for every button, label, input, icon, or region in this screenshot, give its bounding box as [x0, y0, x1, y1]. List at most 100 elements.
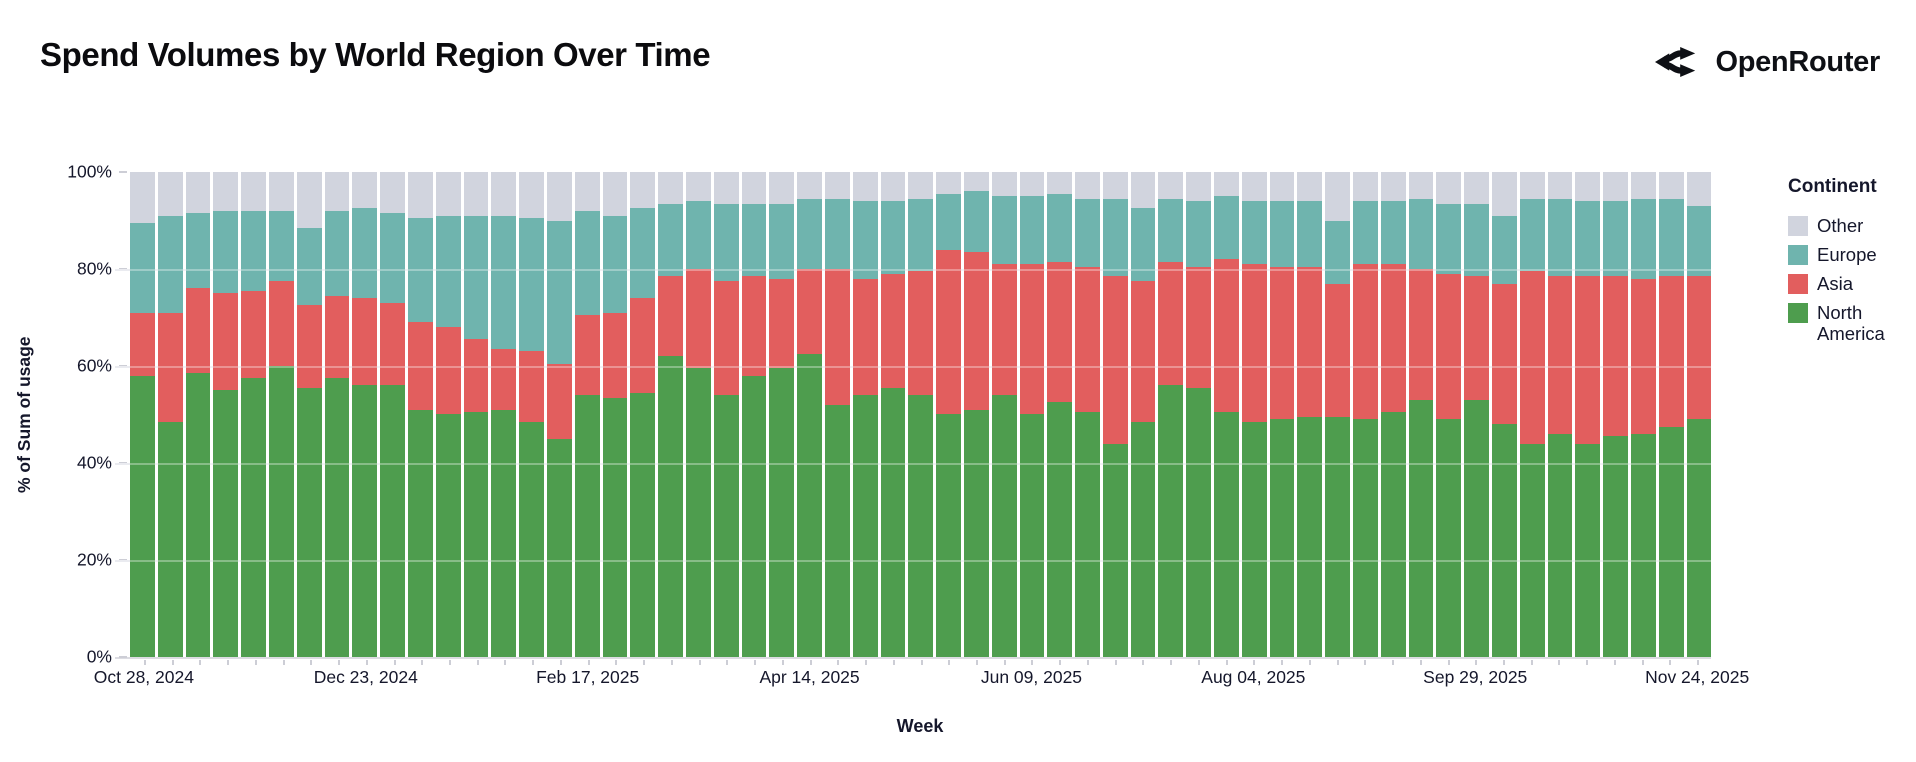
- bar-segment-north-america[interactable]: [1631, 433, 1656, 657]
- bar-segment-north-america[interactable]: [463, 412, 489, 657]
- bar-segment-europe[interactable]: [157, 215, 183, 313]
- bar-segment-europe[interactable]: [296, 227, 322, 306]
- bar-segment-other[interactable]: [1186, 172, 1212, 202]
- bar-segment-europe[interactable]: [1102, 198, 1128, 277]
- bar-segment-europe[interactable]: [880, 201, 906, 274]
- bar-segment-europe[interactable]: [1325, 220, 1351, 284]
- bar-segment-europe[interactable]: [1047, 193, 1073, 262]
- bar-segment-other[interactable]: [1380, 172, 1406, 202]
- bar-week[interactable]: [1380, 172, 1406, 657]
- bar-week[interactable]: [1408, 172, 1434, 657]
- bar-segment-north-america[interactable]: [574, 395, 600, 657]
- bar-segment-asia[interactable]: [213, 293, 239, 391]
- bar-segment-europe[interactable]: [352, 208, 378, 299]
- bar-segment-asia[interactable]: [1547, 276, 1573, 434]
- bar-segment-other[interactable]: [1408, 172, 1434, 199]
- bar-segment-asia[interactable]: [1408, 268, 1434, 400]
- bar-segment-other[interactable]: [1547, 172, 1573, 199]
- bar-segment-asia[interactable]: [658, 276, 683, 357]
- legend-item-north-america[interactable]: North America: [1788, 302, 1916, 344]
- bar-segment-europe[interactable]: [185, 213, 211, 289]
- bar-segment-other[interactable]: [324, 172, 350, 211]
- bar-segment-other[interactable]: [852, 172, 878, 202]
- bar-segment-asia[interactable]: [1102, 276, 1128, 444]
- bar-segment-asia[interactable]: [1380, 264, 1406, 413]
- bar-week[interactable]: [1464, 172, 1490, 657]
- bar-segment-north-america[interactable]: [880, 387, 906, 657]
- bar-segment-asia[interactable]: [1658, 276, 1684, 427]
- bar-week[interactable]: [1325, 172, 1351, 657]
- bar-segment-asia[interactable]: [519, 351, 544, 422]
- bar-segment-europe[interactable]: [908, 198, 934, 272]
- bar-segment-north-america[interactable]: [380, 385, 405, 657]
- bar-segment-other[interactable]: [1047, 172, 1073, 194]
- bar-segment-asia[interactable]: [1464, 276, 1490, 400]
- bar-segment-other[interactable]: [991, 172, 1017, 197]
- bar-segment-europe[interactable]: [1158, 198, 1184, 262]
- bar-segment-europe[interactable]: [1380, 201, 1406, 265]
- bar-segment-other[interactable]: [407, 172, 433, 219]
- bar-week[interactable]: [1436, 172, 1462, 657]
- bar-segment-asia[interactable]: [963, 252, 989, 410]
- bar-segment-asia[interactable]: [797, 268, 822, 354]
- bar-segment-asia[interactable]: [741, 276, 767, 376]
- bar-segment-north-america[interactable]: [1158, 385, 1184, 657]
- bar-segment-north-america[interactable]: [1102, 443, 1128, 657]
- bar-segment-other[interactable]: [630, 172, 656, 209]
- bar-segment-other[interactable]: [1075, 172, 1100, 199]
- bar-segment-other[interactable]: [1102, 172, 1128, 199]
- bar-segment-north-america[interactable]: [407, 409, 433, 657]
- bar-segment-other[interactable]: [1464, 172, 1490, 204]
- bar-segment-other[interactable]: [1436, 172, 1462, 204]
- bar-week[interactable]: [1297, 172, 1323, 657]
- bar-segment-europe[interactable]: [491, 215, 517, 350]
- bar-segment-europe[interactable]: [769, 203, 795, 279]
- bar-segment-north-america[interactable]: [241, 378, 266, 657]
- bar-segment-asia[interactable]: [324, 295, 350, 379]
- bar-segment-other[interactable]: [658, 172, 683, 204]
- bar-segment-north-america[interactable]: [352, 385, 378, 657]
- bar-segment-other[interactable]: [463, 172, 489, 216]
- bar-week[interactable]: [1214, 172, 1239, 657]
- bar-segment-asia[interactable]: [1436, 273, 1462, 420]
- bar-segment-other[interactable]: [157, 172, 183, 216]
- bar-week[interactable]: [241, 172, 266, 657]
- bar-segment-other[interactable]: [936, 172, 961, 194]
- bar-segment-north-america[interactable]: [268, 365, 294, 657]
- bar-segment-north-america[interactable]: [1047, 402, 1073, 657]
- bar-segment-europe[interactable]: [380, 213, 405, 303]
- bar-segment-asia[interactable]: [546, 363, 572, 439]
- bar-week[interactable]: [574, 172, 600, 657]
- bar-segment-north-america[interactable]: [602, 397, 628, 657]
- bar-week[interactable]: [380, 172, 405, 657]
- bar-segment-asia[interactable]: [1047, 261, 1073, 403]
- bar-segment-north-america[interactable]: [157, 421, 183, 657]
- bar-segment-asia[interactable]: [824, 268, 850, 405]
- bar-segment-europe[interactable]: [546, 220, 572, 364]
- bar-week[interactable]: [880, 172, 906, 657]
- bar-segment-other[interactable]: [435, 172, 461, 216]
- legend-item-asia[interactable]: Asia: [1788, 273, 1916, 294]
- bar-week[interactable]: [491, 172, 517, 657]
- bar-segment-asia[interactable]: [1603, 276, 1629, 437]
- bar-segment-other[interactable]: [963, 172, 989, 192]
- bar-segment-north-america[interactable]: [546, 438, 572, 657]
- bar-segment-asia[interactable]: [1269, 266, 1295, 420]
- bar-segment-europe[interactable]: [852, 201, 878, 279]
- bar-segment-asia[interactable]: [1158, 261, 1184, 386]
- bar-week[interactable]: [936, 172, 961, 657]
- bar-week[interactable]: [546, 172, 572, 657]
- bar-segment-other[interactable]: [1603, 172, 1629, 202]
- bar-segment-other[interactable]: [1241, 172, 1267, 202]
- bar-segment-asia[interactable]: [1019, 264, 1045, 415]
- bar-segment-other[interactable]: [769, 172, 795, 204]
- bar-segment-europe[interactable]: [1241, 201, 1267, 265]
- bar-segment-europe[interactable]: [741, 203, 767, 277]
- bar-segment-north-america[interactable]: [824, 404, 850, 657]
- bar-week[interactable]: [296, 172, 322, 657]
- bar-segment-asia[interactable]: [296, 305, 322, 388]
- bar-segment-asia[interactable]: [936, 249, 961, 415]
- bar-segment-asia[interactable]: [185, 288, 211, 374]
- bar-segment-other[interactable]: [880, 172, 906, 202]
- bar-segment-north-america[interactable]: [713, 395, 739, 657]
